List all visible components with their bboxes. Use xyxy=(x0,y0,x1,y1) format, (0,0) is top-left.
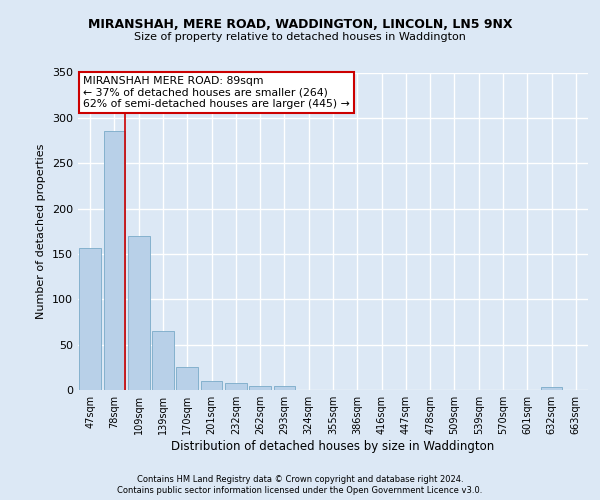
X-axis label: Distribution of detached houses by size in Waddington: Distribution of detached houses by size … xyxy=(172,440,494,453)
Text: Contains public sector information licensed under the Open Government Licence v3: Contains public sector information licen… xyxy=(118,486,482,495)
Bar xyxy=(176,368,198,390)
Bar xyxy=(104,130,125,390)
Bar xyxy=(541,388,562,390)
Text: MIRANSHAH MERE ROAD: 89sqm
← 37% of detached houses are smaller (264)
62% of sem: MIRANSHAH MERE ROAD: 89sqm ← 37% of deta… xyxy=(83,76,350,109)
Text: MIRANSHAH, MERE ROAD, WADDINGTON, LINCOLN, LN5 9NX: MIRANSHAH, MERE ROAD, WADDINGTON, LINCOL… xyxy=(88,18,512,30)
Y-axis label: Number of detached properties: Number of detached properties xyxy=(37,144,46,319)
Bar xyxy=(200,381,223,390)
Text: Size of property relative to detached houses in Waddington: Size of property relative to detached ho… xyxy=(134,32,466,42)
Bar xyxy=(249,386,271,390)
Bar xyxy=(152,331,174,390)
Bar xyxy=(274,386,295,390)
Text: Contains HM Land Registry data © Crown copyright and database right 2024.: Contains HM Land Registry data © Crown c… xyxy=(137,475,463,484)
Bar xyxy=(128,236,149,390)
Bar xyxy=(79,248,101,390)
Bar xyxy=(225,382,247,390)
